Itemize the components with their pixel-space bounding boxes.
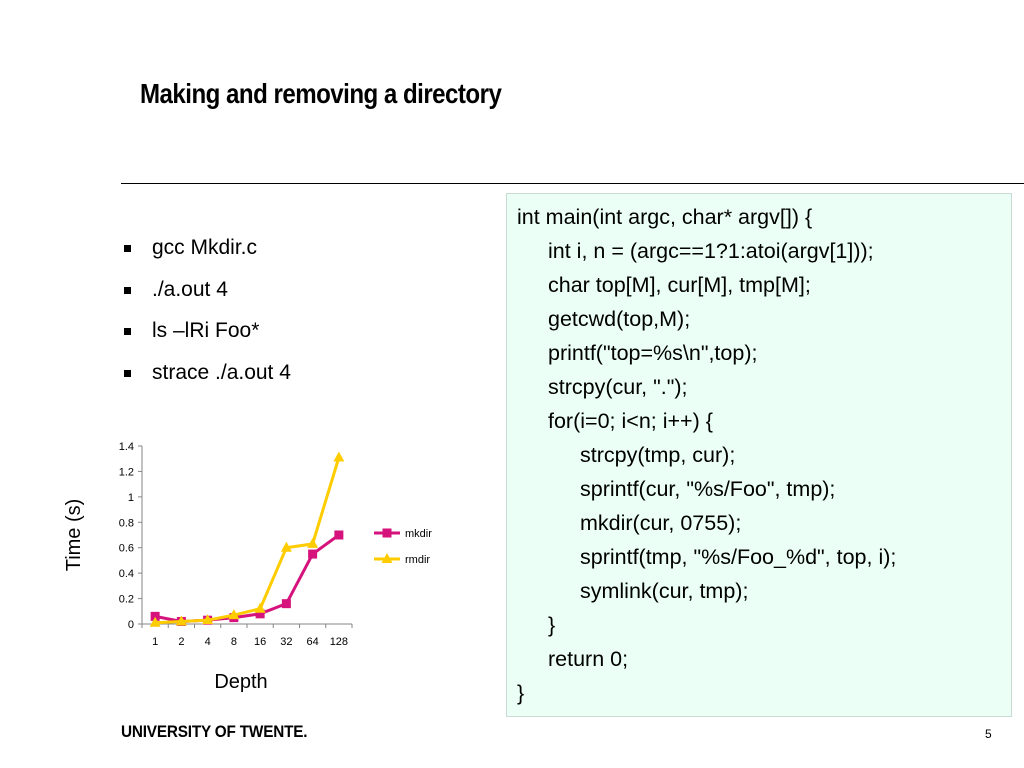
code-line: int i, n = (argc==1?1:atoi(argv[1])); xyxy=(548,239,874,263)
x-tick-label: 4 xyxy=(205,636,211,648)
x-tick-label: 64 xyxy=(307,636,319,648)
y-tick-label: 0 xyxy=(128,619,134,631)
bullet-list: gcc Mkdir.c ./a.out 4 ls –lRi Foo* strac… xyxy=(121,236,291,402)
code-line: char top[M], cur[M], tmp[M]; xyxy=(548,273,811,297)
code-line: for(i=0; i<n; i++) { xyxy=(548,409,713,433)
x-ticks: 1 2 4 8 16 32 64 128 xyxy=(141,624,353,648)
data-point-mkdir xyxy=(308,549,318,559)
code-line: sprintf(tmp, "%s/Foo_%d", top, i); xyxy=(580,545,897,569)
square-bullet-icon xyxy=(124,245,131,252)
series-rmdir xyxy=(149,451,345,627)
data-point-rmdir xyxy=(254,602,266,613)
data-point-mkdir xyxy=(255,609,265,619)
data-point-rmdir xyxy=(175,615,187,626)
y-ticks: 0 0.2 0.4 0.6 0.8 1 1.2 1.4 xyxy=(119,441,142,631)
data-point-rmdir xyxy=(149,616,161,627)
x-tick-label: 8 xyxy=(231,636,237,648)
bullet-item: gcc Mkdir.c xyxy=(121,236,291,278)
code-line: getcwd(top,M); xyxy=(548,307,691,331)
y-axis-label: Time (s) xyxy=(63,499,85,572)
x-tick-label: 2 xyxy=(178,636,184,648)
y-tick-label: 0.8 xyxy=(119,517,134,529)
code-line: strcpy(tmp, cur); xyxy=(580,443,736,467)
legend-label: rmdir xyxy=(405,554,430,566)
y-tick-label: 1 xyxy=(128,492,134,504)
code-line: sprintf(cur, "%s/Foo", tmp); xyxy=(580,477,836,501)
code-line: } xyxy=(517,681,525,705)
series-line-rmdir xyxy=(155,457,341,625)
y-tick-label: 1.2 xyxy=(119,466,134,478)
x-axis-label: Depth xyxy=(214,671,267,693)
square-bullet-icon xyxy=(124,328,131,335)
code-line: symlink(cur, tmp); xyxy=(580,579,749,603)
bullet-item: strace ./a.out 4 xyxy=(121,361,291,403)
bullet-text: ./a.out 4 xyxy=(152,277,228,301)
x-tick-label: 32 xyxy=(280,636,292,648)
y-tick-label: 0.6 xyxy=(119,543,134,555)
data-point-rmdir xyxy=(202,614,214,625)
code-line: int main(int argc, char* argv[]) { xyxy=(517,205,813,229)
data-point-rmdir xyxy=(333,451,345,462)
series-line-mkdir xyxy=(154,533,340,623)
series-layer xyxy=(149,451,345,627)
chart-legend: mkdir rmdir xyxy=(374,528,432,566)
square-bullet-icon xyxy=(124,369,131,377)
x-tick-label: 16 xyxy=(254,636,266,648)
timing-chart: 0 0.2 0.4 0.6 0.8 1 1.2 1.4 1 2 4 8 16 32 64 128 Time … xyxy=(63,441,432,693)
code-line: mkdir(cur, 0755); xyxy=(580,511,742,535)
slide-title: Making and removing a directory xyxy=(140,78,502,109)
code-line: return 0; xyxy=(548,647,629,671)
code-line: printf("top=%s\n",top); xyxy=(548,341,758,365)
bullet-text: gcc Mkdir.c xyxy=(152,236,258,259)
bullet-item: ./a.out 4 xyxy=(121,278,291,320)
data-point-mkdir xyxy=(150,611,160,621)
legend-item-mkdir: mkdir xyxy=(374,528,432,540)
y-tick-label: 0.2 xyxy=(119,594,134,606)
x-tick-label: 128 xyxy=(330,636,348,648)
university-logo: UNIVERSITY OF TWENTE. xyxy=(121,722,308,741)
data-point-mkdir xyxy=(334,530,344,540)
legend-marker xyxy=(382,528,392,538)
data-point-rmdir xyxy=(228,609,240,620)
legend-item-rmdir: rmdir xyxy=(374,553,430,566)
data-point-rmdir xyxy=(280,541,292,552)
code-block: int main(int argc, char* argv[]) { int i… xyxy=(506,193,1012,717)
legend-label: mkdir xyxy=(405,528,432,540)
code-line: strcpy(cur, "."); xyxy=(548,375,688,399)
bullet-text: ls –lRi Foo* xyxy=(152,319,260,342)
bullet-item: ls –lRi Foo* xyxy=(121,319,291,361)
data-point-rmdir xyxy=(307,537,319,548)
page-number: 5 xyxy=(985,727,992,741)
legend-marker xyxy=(381,553,393,563)
x-tick-label: 1 xyxy=(152,636,158,648)
y-tick-label: 1.4 xyxy=(119,441,134,453)
bullet-text: strace ./a.out 4 xyxy=(152,360,291,384)
square-bullet-icon xyxy=(124,286,131,294)
data-point-mkdir xyxy=(281,599,291,609)
title-divider xyxy=(121,183,1024,184)
y-tick-label: 0.4 xyxy=(119,568,134,580)
code-line: } xyxy=(548,613,556,637)
